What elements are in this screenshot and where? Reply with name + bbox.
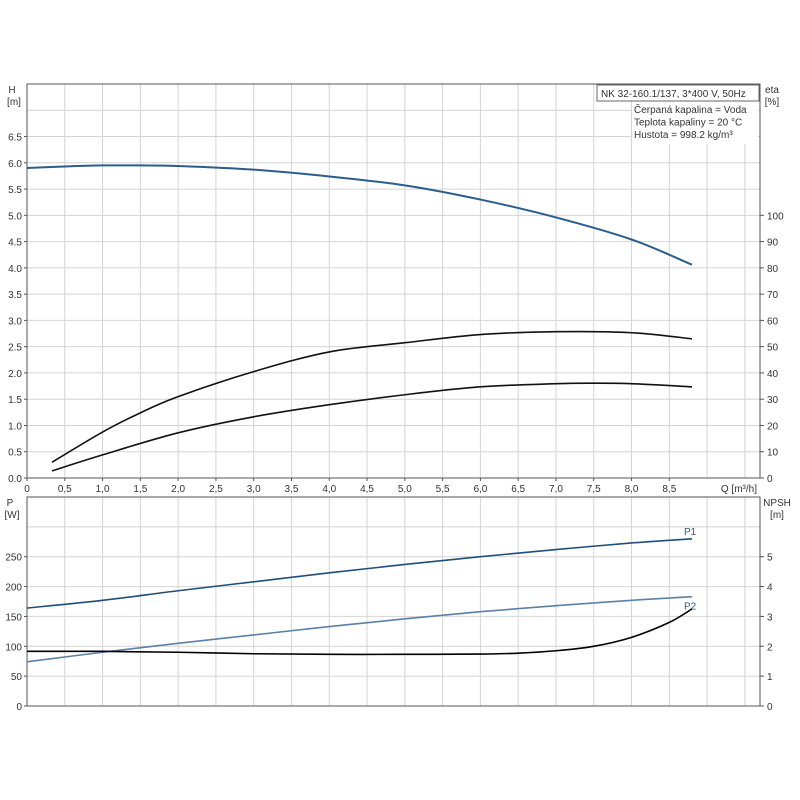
y-left-tick-label: 6.0 (8, 159, 22, 170)
y-right-tick-label: 50 (767, 343, 779, 354)
x-tick-label: 4,5 (360, 484, 374, 495)
y-left-axis-label: H (8, 85, 15, 96)
info-box-line: Teplota kapaliny = 20 °C (634, 118, 742, 129)
y-left-tick-label: 200 (5, 583, 22, 594)
y-right-tick-label: 30 (767, 395, 779, 406)
x-tick-label: 3,5 (285, 484, 299, 495)
series-line-1-0 (26, 538, 693, 609)
x-tick-label: 7,0 (549, 484, 563, 495)
y-right-tick-label: 1 (767, 672, 773, 683)
info-box-title: NK 32-160.1/137, 3*400 V, 50Hz (601, 89, 746, 100)
x-tick-label: 8,5 (662, 484, 676, 495)
y-right-tick-label: 4 (767, 583, 773, 594)
x-tick-label: 5,0 (398, 484, 412, 495)
y-left-axis-unit: [W] (5, 510, 20, 521)
y-right-axis-unit: [m] (770, 510, 784, 521)
info-box-line: Hustota = 998.2 kg/m³ (634, 130, 733, 141)
y-left-tick-label: 4.0 (8, 264, 22, 275)
info-box-line: Čerpaná kapalina = Voda (634, 103, 747, 116)
series-label-p1: P1 (684, 527, 697, 538)
x-tick-label: 6,0 (473, 484, 487, 495)
series-line-0-1 (51, 330, 693, 463)
y-right-tick-label: 60 (767, 316, 779, 327)
y-left-tick-label: 1.5 (8, 395, 22, 406)
y-left-tick-label: 100 (5, 642, 22, 653)
y-right-tick-label: 80 (767, 264, 779, 275)
plot-frame (26, 496, 761, 707)
y-left-tick-label: 2.5 (8, 343, 22, 354)
y-left-tick-label: 3.0 (8, 316, 22, 327)
x-tick-label: 6,5 (511, 484, 525, 495)
x-tick-label: 4,0 (322, 484, 336, 495)
y-left-tick-label: 1.0 (8, 421, 22, 432)
y-left-axis-unit: [m] (7, 97, 21, 108)
y-right-tick-label: 20 (767, 421, 779, 432)
x-tick-label: 0,5 (58, 484, 72, 495)
y-right-tick-label: 40 (767, 369, 779, 380)
x-tick-label: 8,0 (625, 484, 639, 495)
info-box-title-frame (596, 84, 760, 102)
y-right-tick-label: 3 (767, 612, 773, 623)
y-left-tick-label: 0 (16, 702, 22, 713)
x-tick-label: 2,0 (171, 484, 185, 495)
series-label-p2: P2 (684, 602, 697, 613)
x-tick-label: 0 (24, 484, 30, 495)
x-tick-label: 1,5 (133, 484, 147, 495)
x-tick-label: 7,5 (587, 484, 601, 495)
series-line-1-2 (26, 608, 693, 656)
y-right-tick-label: 0 (767, 702, 773, 713)
y-right-tick-label: 70 (767, 290, 779, 301)
y-left-tick-label: 0.5 (8, 448, 22, 459)
x-tick-label: 5,5 (436, 484, 450, 495)
y-right-tick-label: 0 (767, 474, 773, 485)
series-line-1-1 (26, 595, 693, 663)
y-left-axis-label: P (7, 498, 14, 509)
series-line-0-2 (51, 382, 693, 472)
y-left-tick-label: 6.5 (8, 133, 22, 144)
y-right-tick-label: 5 (767, 553, 773, 564)
y-right-tick-label: 100 (767, 211, 784, 222)
y-left-tick-label: 5.5 (8, 185, 22, 196)
info-box-bg (632, 102, 758, 144)
y-right-tick-label: 10 (767, 448, 779, 459)
series-line-0-0 (26, 164, 693, 266)
y-left-tick-label: 5.0 (8, 211, 22, 222)
y-left-tick-label: 4.5 (8, 238, 22, 249)
x-tick-label: 3,0 (247, 484, 261, 495)
y-left-tick-label: 0.0 (8, 474, 22, 485)
x-axis-label: Q [m³/h] (721, 484, 757, 495)
x-tick-label: 1,0 (96, 484, 110, 495)
y-right-tick-label: 2 (767, 642, 773, 653)
y-left-tick-label: 50 (11, 672, 23, 683)
plot-frame (26, 83, 761, 479)
y-right-tick-label: 90 (767, 238, 779, 249)
y-left-tick-label: 3.5 (8, 290, 22, 301)
y-right-axis-label: eta (765, 85, 779, 96)
y-left-tick-label: 150 (5, 612, 22, 623)
y-right-axis-label: NPSH (763, 498, 791, 509)
y-right-axis-unit: [%] (765, 97, 780, 108)
y-left-tick-label: 250 (5, 553, 22, 564)
y-left-tick-label: 2.0 (8, 369, 22, 380)
x-tick-label: 2,5 (209, 484, 223, 495)
